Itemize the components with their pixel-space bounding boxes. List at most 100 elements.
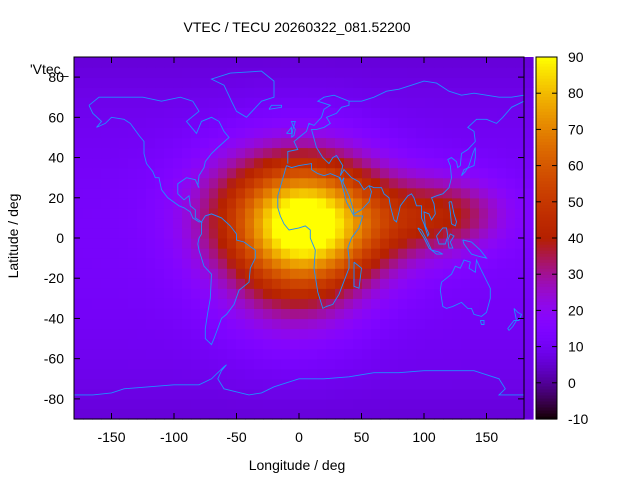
- heat-cell: [515, 258, 525, 269]
- heat-cell: [299, 117, 309, 128]
- heat-cell: [191, 358, 201, 370]
- heat-cell: [389, 388, 399, 400]
- heat-cell: [290, 157, 300, 169]
- heat-cell: [479, 258, 489, 269]
- heat-cell: [137, 227, 147, 239]
- heat-cell: [515, 318, 525, 330]
- heat-cell: [146, 298, 156, 309]
- heat-cell: [254, 248, 264, 259]
- heat-cell: [209, 227, 219, 239]
- heat-cell: [173, 318, 183, 330]
- heat-cell: [371, 227, 381, 239]
- heat-cell: [488, 107, 498, 118]
- heat-cell: [74, 298, 84, 309]
- heat-cell: [200, 258, 210, 269]
- heat-cell: [200, 288, 210, 299]
- heat-cell: [308, 227, 318, 239]
- colorbar-step: [536, 234, 557, 239]
- heat-cell: [506, 87, 516, 98]
- heat-cell: [308, 298, 318, 309]
- heat-cell: [335, 127, 345, 139]
- heat-cell: [335, 167, 345, 179]
- heat-cell: [173, 107, 183, 118]
- coastlines: [74, 70, 525, 396]
- heat-cell: [263, 308, 273, 320]
- heat-cell: [470, 67, 480, 78]
- heat-cell: [290, 177, 300, 189]
- heat-cell: [380, 157, 390, 169]
- heat-cell: [353, 77, 363, 88]
- colorbar: [536, 57, 557, 420]
- heat-cell: [110, 57, 120, 68]
- heat-cell: [218, 117, 228, 128]
- heat-cell: [137, 368, 147, 380]
- heat-cell: [209, 318, 219, 330]
- heat-cell: [191, 197, 201, 209]
- heat-cell: [191, 318, 201, 330]
- heat-cell: [398, 298, 408, 309]
- colorbar-step: [536, 96, 557, 100]
- heat-cell: [443, 127, 453, 139]
- colorbar-step: [536, 382, 557, 387]
- heat-cell: [119, 117, 129, 128]
- heat-cell: [461, 258, 471, 269]
- heat-cell: [191, 268, 201, 279]
- heat-cell: [119, 408, 129, 420]
- colorbar-step: [536, 289, 557, 293]
- heat-cell: [137, 187, 147, 199]
- heat-cell: [380, 408, 390, 420]
- colorbar-step: [536, 274, 557, 278]
- heat-cell: [200, 147, 210, 159]
- heat-cell: [110, 227, 120, 239]
- heat-cell: [506, 278, 516, 289]
- heat-cell: [398, 288, 408, 299]
- heat-cell: [470, 238, 480, 249]
- heat-cell: [155, 67, 165, 78]
- heat-cell: [299, 137, 309, 149]
- heat-cell: [254, 398, 264, 410]
- heat-cell: [362, 298, 372, 309]
- heat-cell: [74, 278, 84, 289]
- heat-cell: [128, 398, 138, 410]
- heat-cell: [362, 358, 372, 370]
- heat-cell: [119, 87, 129, 98]
- heat-cell: [317, 217, 327, 229]
- heat-cell: [425, 268, 435, 279]
- heat-cell: [524, 217, 534, 229]
- heat-cell: [461, 147, 471, 159]
- heat-cell: [488, 77, 498, 88]
- heat-cell: [281, 57, 291, 68]
- heat-cell: [461, 87, 471, 98]
- heat-cell: [299, 278, 309, 289]
- heat-cell: [146, 97, 156, 108]
- heat-cell: [128, 227, 138, 239]
- heat-cell: [524, 358, 534, 370]
- heat-cell: [164, 107, 174, 118]
- heat-cell: [308, 258, 318, 269]
- heat-cell: [281, 167, 291, 179]
- heat-cell: [272, 358, 282, 370]
- heat-cell: [101, 308, 111, 320]
- heat-cell: [470, 117, 480, 128]
- heat-cell: [425, 328, 435, 340]
- heat-cell: [461, 368, 471, 380]
- heat-cell: [137, 318, 147, 330]
- heat-cell: [146, 278, 156, 289]
- heat-cell: [344, 127, 354, 139]
- heat-cell: [398, 308, 408, 320]
- colorbar-step: [536, 355, 557, 360]
- heat-cell: [335, 207, 345, 219]
- heat-cell: [191, 278, 201, 289]
- heat-cell: [200, 87, 210, 98]
- x-tick-label: 50: [354, 429, 370, 445]
- heat-cell: [92, 117, 102, 128]
- heat-cell: [497, 197, 507, 209]
- heat-cell: [119, 107, 129, 118]
- heat-cell: [488, 197, 498, 209]
- heat-cell: [506, 187, 516, 199]
- heat-cell: [344, 207, 354, 219]
- heat-cell: [497, 177, 507, 189]
- heat-cell: [209, 348, 219, 360]
- colorbar-step: [536, 268, 557, 272]
- heat-cell: [155, 127, 165, 139]
